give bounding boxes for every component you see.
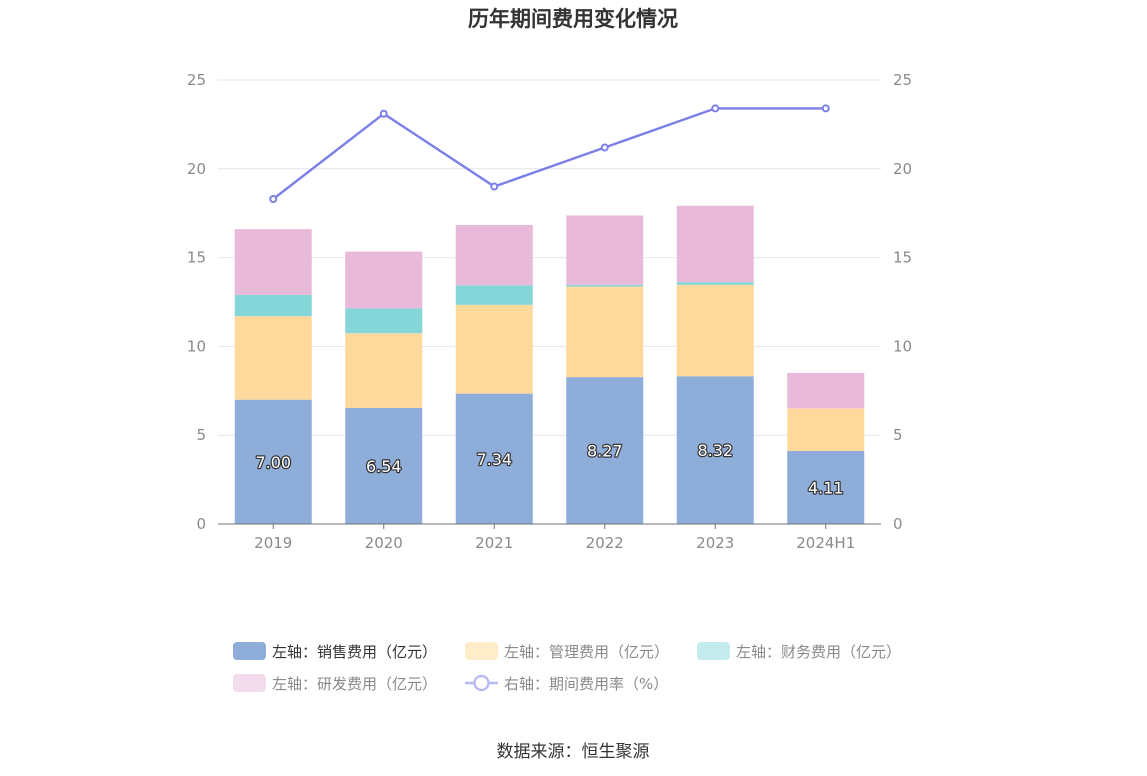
- legend[interactable]: 左轴：销售费用（亿元） 左轴：管理费用（亿元） 左轴：财务费用（亿元） 左轴：研发费用…: [233, 642, 901, 693]
- legend-item[interactable]: 左轴：研发费用（亿元）: [233, 674, 437, 693]
- legend-label: 右轴：期间费用率（%）: [504, 675, 668, 693]
- x-tick-label: 2023: [696, 534, 734, 552]
- legend-item[interactable]: 左轴：管理费用（亿元）: [465, 642, 669, 661]
- rate-point: [600, 143, 609, 152]
- bar-value-label: 8.32: [697, 441, 733, 460]
- x-tick-label: 2020: [365, 534, 403, 552]
- bar-segment: [787, 408, 865, 452]
- rate-point: [490, 182, 499, 191]
- bar-segment: [566, 284, 644, 287]
- left-y-axis: 0 5 10 15 20 25: [187, 71, 206, 533]
- source-note: 数据来源：恒生聚源: [497, 742, 650, 762]
- rate-point: [821, 104, 830, 113]
- bar-series: [234, 205, 865, 524]
- line-series: [269, 104, 830, 203]
- right-tick-label: 10: [893, 337, 912, 355]
- rate-point: [711, 104, 720, 113]
- bar-segment: [787, 451, 865, 524]
- bar-value-label: 4.11: [808, 479, 844, 498]
- bar-segment: [676, 205, 754, 283]
- rate-point: [269, 194, 278, 203]
- legend-label: 左轴：财务费用（亿元）: [736, 643, 901, 661]
- x-tick-label: 2022: [586, 534, 624, 552]
- x-tick-label: 2019: [254, 534, 292, 552]
- bar-segment: [234, 229, 312, 295]
- grid-lines: [218, 79, 881, 436]
- bar-segment: [234, 294, 312, 317]
- left-tick-label: 10: [187, 337, 206, 355]
- bar-segment: [345, 308, 423, 334]
- x-tick-label: 2024H1: [796, 534, 855, 552]
- legend-marker-icon: [473, 674, 490, 692]
- legend-swatch: [697, 642, 730, 660]
- bar-segment: [566, 215, 644, 285]
- bar-segment: [676, 284, 754, 377]
- bar-segment: [345, 407, 423, 524]
- legend-item[interactable]: 左轴：财务费用（亿元）: [697, 642, 901, 661]
- right-tick-label: 0: [893, 515, 903, 533]
- left-tick-label: 15: [187, 249, 206, 267]
- x-tick-label: 2021: [475, 534, 513, 552]
- bar-segment: [787, 372, 865, 409]
- bar-segment: [234, 399, 312, 524]
- legend-item[interactable]: 右轴：期间费用率（%）: [465, 674, 668, 693]
- legend-label: 左轴：管理费用（亿元）: [504, 643, 669, 661]
- rate-line: [272, 107, 826, 200]
- right-tick-label: 5: [893, 426, 903, 444]
- bar-value-label: 7.34: [476, 450, 512, 469]
- legend-label: 左轴：研发费用（亿元）: [272, 675, 437, 693]
- bar-segment: [455, 224, 533, 286]
- bar-value-label: 8.27: [587, 442, 623, 461]
- bar-segment: [676, 376, 754, 524]
- legend-label: 左轴：销售费用（亿元）: [272, 643, 437, 661]
- bar-segment: [345, 251, 423, 309]
- left-tick-label: 5: [196, 426, 206, 444]
- data-labels: 7.00 6.54 7.34 8.27 8.32 4.11: [254, 440, 845, 499]
- bar-segment: [566, 286, 644, 378]
- legend-swatch: [233, 642, 266, 660]
- bar-segment: [455, 304, 533, 394]
- bar-segment: [345, 333, 423, 408]
- rate-point: [379, 109, 388, 118]
- bar-segment: [566, 377, 644, 524]
- left-tick-label: 20: [187, 160, 206, 178]
- left-tick-label: 0: [196, 515, 206, 533]
- legend-item[interactable]: 左轴：销售费用（亿元）: [233, 642, 437, 661]
- chart-title: 历年期间费用变化情况: [468, 7, 678, 31]
- legend-swatch: [233, 674, 266, 692]
- bar-segment: [455, 285, 533, 305]
- x-axis: 2019 2020 2021 2022 2023 2024H1: [218, 523, 881, 552]
- right-tick-label: 25: [893, 71, 912, 89]
- legend-swatch: [465, 642, 498, 660]
- bar-segment: [455, 393, 533, 524]
- bar-segment: [234, 316, 312, 400]
- bar-value-label: 6.54: [366, 457, 402, 476]
- bar-segment: [676, 282, 754, 285]
- right-y-axis: 0 5 10 15 20 25: [893, 71, 912, 533]
- right-tick-label: 15: [893, 249, 912, 267]
- left-tick-label: 25: [187, 71, 206, 89]
- bar-value-label: 7.00: [255, 453, 291, 472]
- right-tick-label: 20: [893, 160, 912, 178]
